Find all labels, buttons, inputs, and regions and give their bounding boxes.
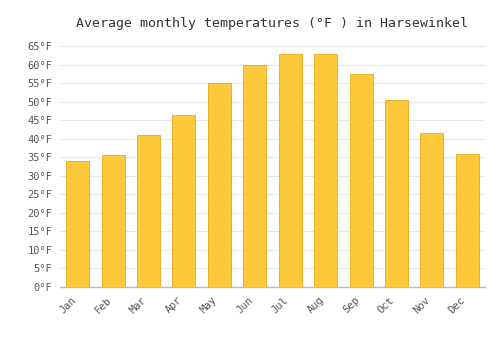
Bar (137, 135, 160, 287)
Bar (420, 133, 444, 287)
Title: Average monthly temperatures (°F ) in Harsewinkel: Average monthly temperatures (°F ) in Ha… (76, 17, 468, 30)
Bar (66, 161, 89, 287)
Bar (456, 154, 479, 287)
Bar (278, 54, 301, 287)
Bar (172, 115, 196, 287)
Bar (102, 155, 124, 287)
Bar (244, 65, 266, 287)
Bar (208, 83, 231, 287)
Bar (314, 54, 337, 287)
Bar (385, 100, 408, 287)
Bar (350, 74, 372, 287)
